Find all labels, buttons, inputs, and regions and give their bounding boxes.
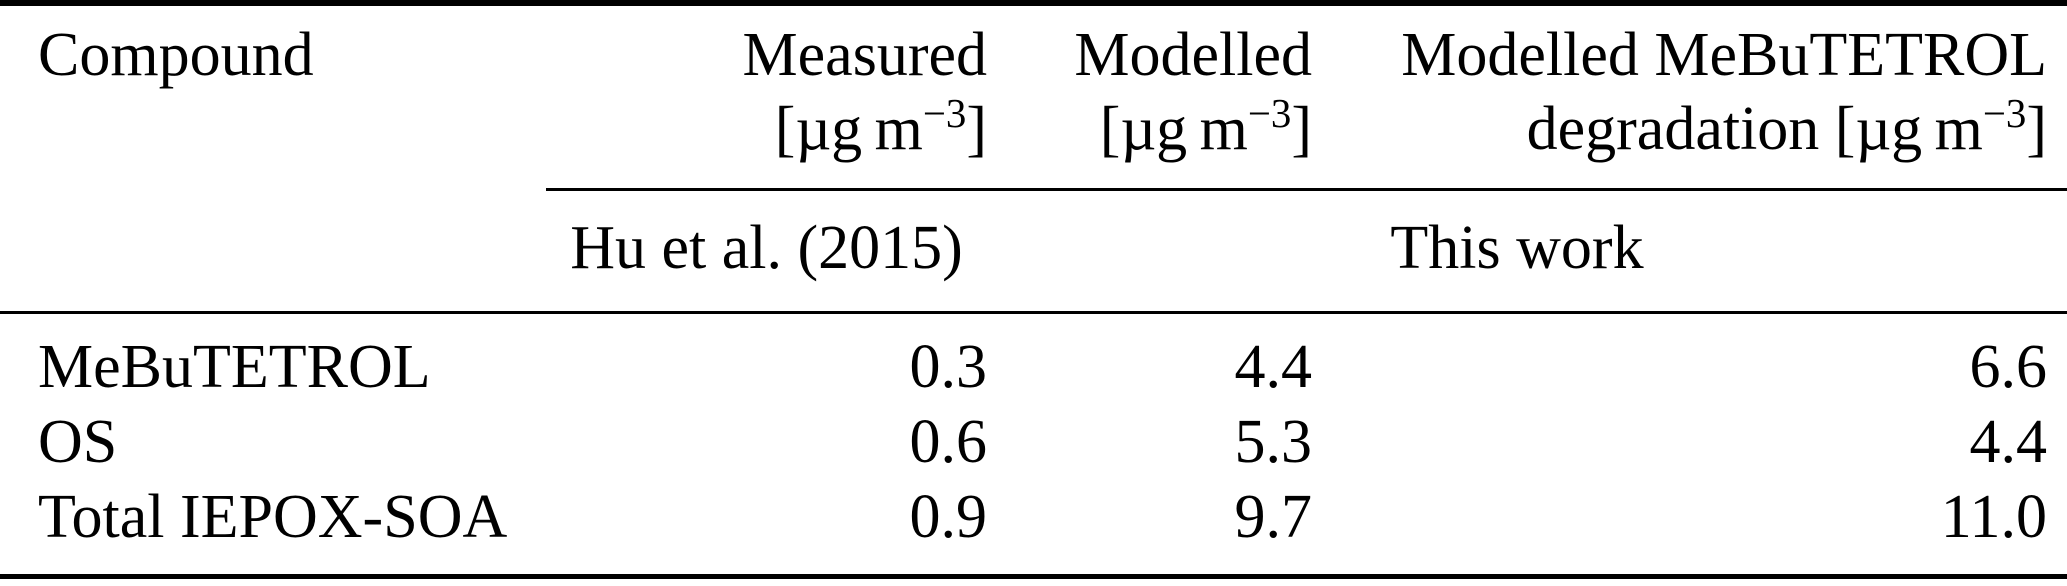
- col-header-degradation: Modelled MeBuTETROL degradation [µg m−3]: [1312, 3, 2067, 191]
- source-row: Hu et al. (2015) This work: [0, 189, 2067, 314]
- cell-measured: 0.6: [909, 408, 988, 476]
- cell-compound: Total IEPOX-SOA: [38, 483, 508, 551]
- col-header-measured: Measured [µg m−3]: [546, 3, 987, 191]
- cell-compound: MeBuTETROL: [38, 333, 431, 401]
- source-hu-et-al-label: Hu et al. (2015): [570, 214, 963, 282]
- col-header-compound-label: Compound: [38, 21, 314, 89]
- cell-compound: OS: [38, 408, 118, 476]
- table-row: OS 0.6 5.3 4.4: [0, 400, 2067, 475]
- source-this-work-label: This work: [1390, 214, 1644, 282]
- cell-modelled: 4.4: [1234, 333, 1313, 401]
- cell-measured: 0.9: [909, 483, 988, 551]
- source-empty-cell: [0, 189, 546, 314]
- col-header-modelled: Modelled [µg m−3]: [987, 3, 1312, 191]
- col-header-compound: Compound: [0, 3, 546, 190]
- superscript-exponent: −3: [1982, 90, 2027, 136]
- superscript-exponent: −3: [1247, 90, 1292, 136]
- superscript-exponent: −3: [922, 90, 967, 136]
- measured-unit-label: [µg m−3]: [774, 90, 987, 163]
- modelled-unit-label: [µg m−3]: [1099, 90, 1312, 163]
- source-header-hu-et-al: Hu et al. (2015): [546, 189, 987, 314]
- col-header-degradation-title: Modelled MeBuTETROL: [1401, 21, 2047, 89]
- source-header-this-work: This work: [987, 189, 2067, 314]
- table-row: MeBuTETROL 0.3 4.4 6.6: [0, 313, 2067, 401]
- cell-degradation: 4.4: [1969, 408, 2048, 476]
- cell-modelled: 9.7: [1234, 483, 1313, 551]
- cell-degradation: 11.0: [1940, 483, 2047, 551]
- col-header-modelled-title: Modelled: [1074, 21, 1312, 89]
- degradation-unit-label: degradation [µg m−3]: [1526, 90, 2047, 163]
- header-row: Compound Measured [µg m−3] Modelled [µg …: [0, 3, 2067, 191]
- table-row: Total IEPOX-SOA 0.9 9.7 11.0: [0, 475, 2067, 577]
- col-header-measured-title: Measured: [742, 21, 987, 89]
- cell-modelled: 5.3: [1234, 408, 1313, 476]
- cell-degradation: 6.6: [1969, 333, 2048, 401]
- cell-measured: 0.3: [909, 333, 988, 401]
